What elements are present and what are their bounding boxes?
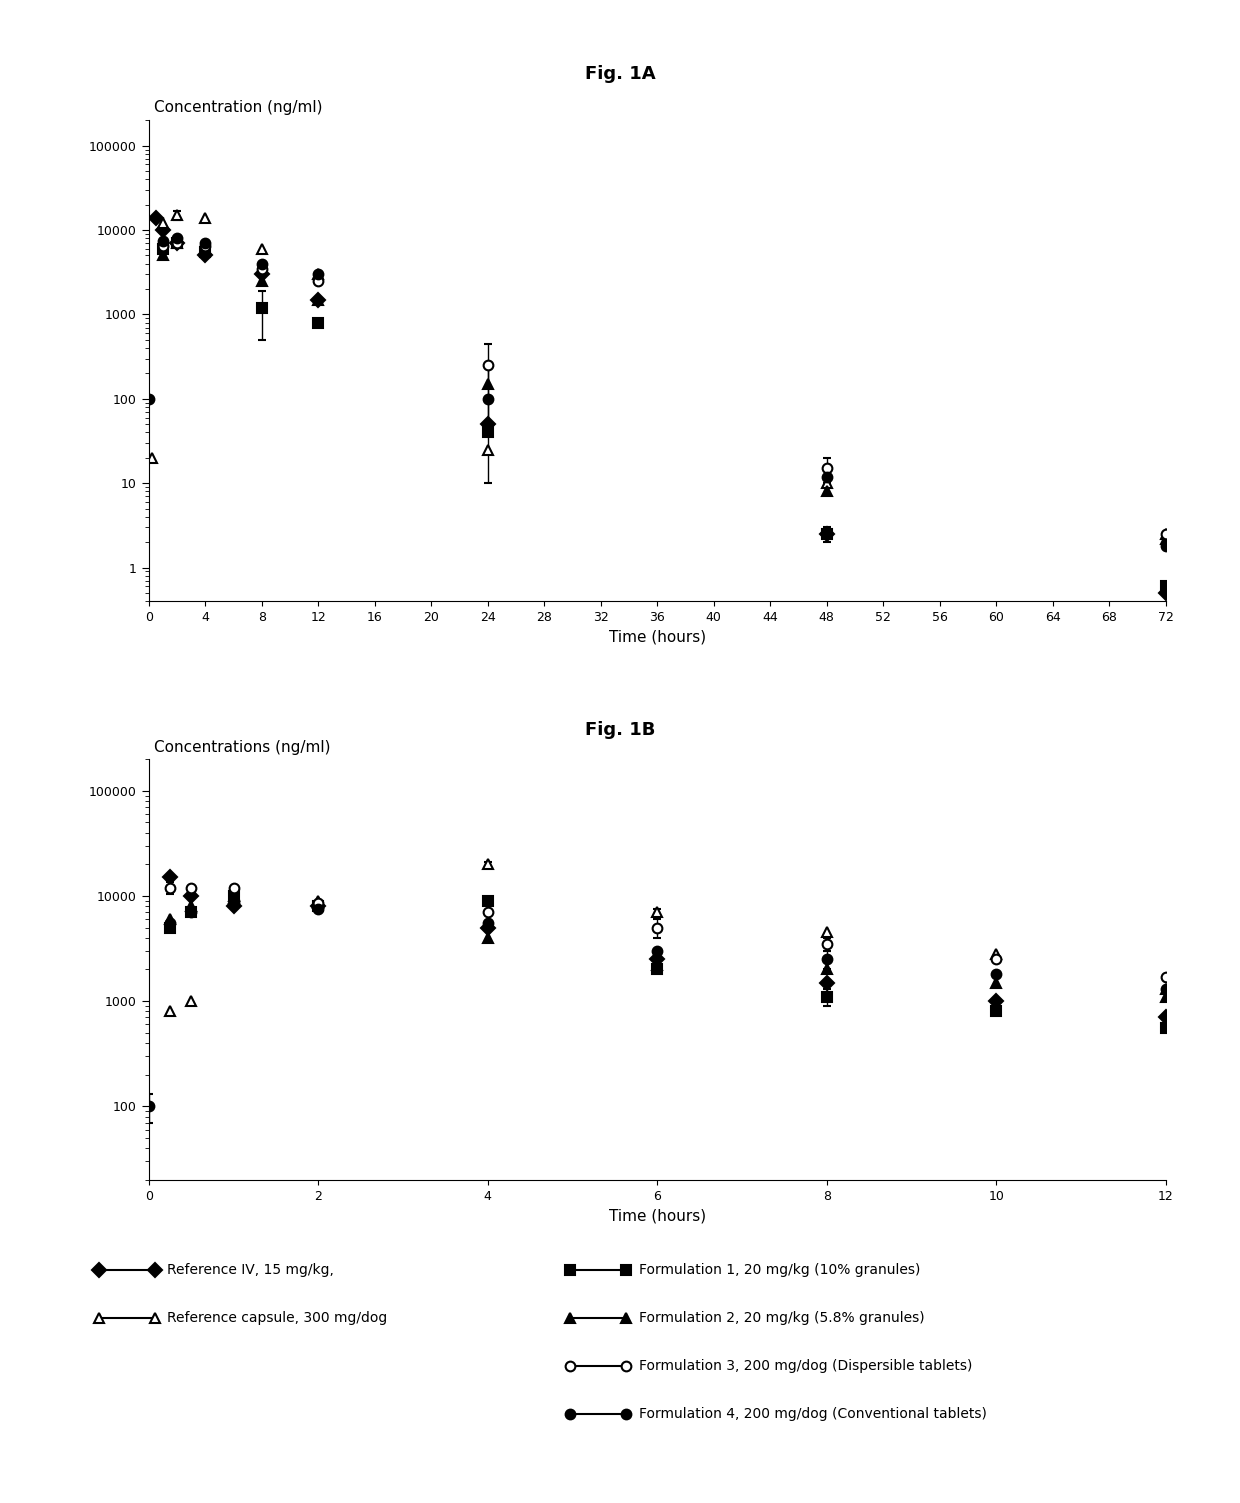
X-axis label: Time (hours): Time (hours) <box>609 1208 706 1223</box>
Text: Fig. 1A: Fig. 1A <box>585 65 655 83</box>
Text: Concentration (ng/ml): Concentration (ng/ml) <box>154 101 322 116</box>
Text: Formulation 1, 20 mg/kg (10% granules): Formulation 1, 20 mg/kg (10% granules) <box>639 1263 920 1278</box>
Text: Reference capsule, 300 mg/dog: Reference capsule, 300 mg/dog <box>167 1311 388 1326</box>
Text: Concentrations (ng/ml): Concentrations (ng/ml) <box>154 739 330 755</box>
Text: Formulation 2, 20 mg/kg (5.8% granules): Formulation 2, 20 mg/kg (5.8% granules) <box>639 1311 924 1326</box>
Text: Formulation 3, 200 mg/dog (Dispersible tablets): Formulation 3, 200 mg/dog (Dispersible t… <box>639 1359 972 1374</box>
X-axis label: Time (hours): Time (hours) <box>609 630 706 645</box>
Text: Reference IV, 15 mg/kg,: Reference IV, 15 mg/kg, <box>167 1263 335 1278</box>
Text: Formulation 4, 200 mg/dog (Conventional tablets): Formulation 4, 200 mg/dog (Conventional … <box>639 1407 987 1422</box>
Text: Fig. 1B: Fig. 1B <box>585 721 655 739</box>
